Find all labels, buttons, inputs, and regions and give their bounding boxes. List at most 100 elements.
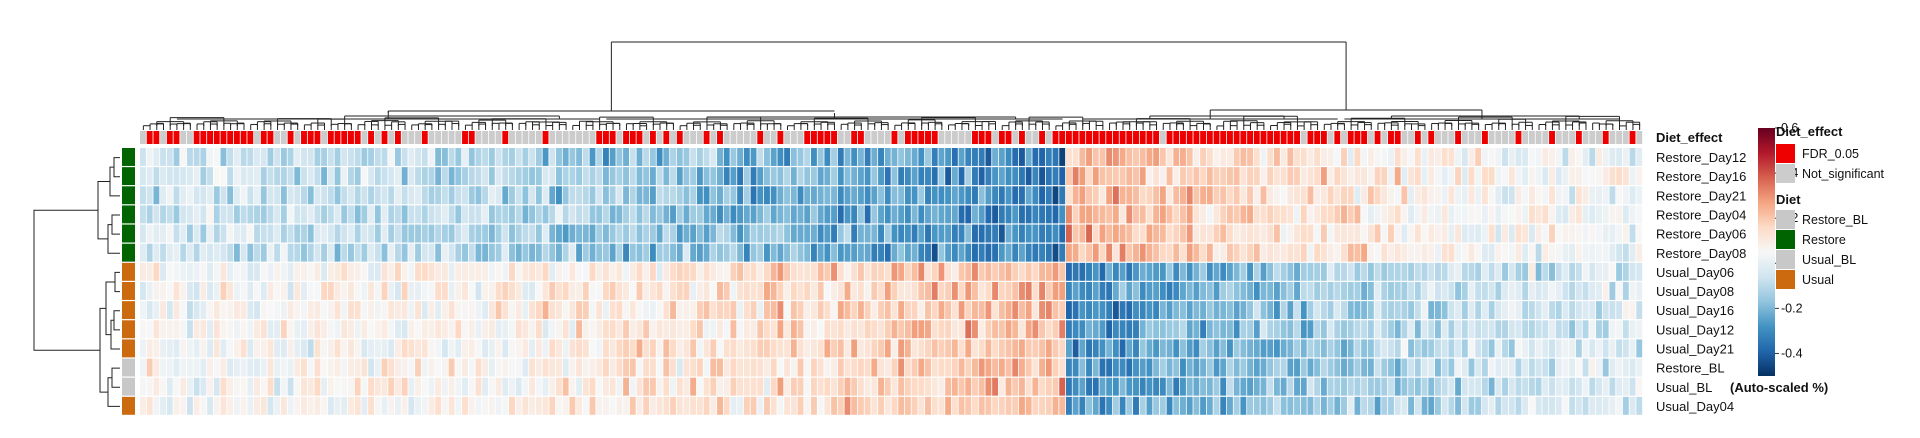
heatmap-cell (1126, 358, 1133, 377)
diet-effect-annotation-cell (1092, 131, 1099, 144)
heatmap-cell (475, 339, 482, 358)
heatmap-cell (247, 205, 254, 224)
heatmap-cell (381, 301, 388, 320)
heatmap-cell (1481, 148, 1488, 166)
heatmap-cell (1354, 301, 1361, 320)
heatmap-cell (502, 224, 509, 243)
heatmap-cell (1555, 224, 1562, 243)
heatmap-cell (690, 301, 697, 320)
heatmap-cell (173, 205, 180, 224)
diet-effect-annotation-cell (1166, 131, 1173, 144)
heatmap-cell (549, 301, 556, 320)
heatmap-cell (160, 320, 167, 339)
heatmap-cell (784, 396, 791, 415)
heatmap-cell (348, 301, 354, 320)
heatmap-cell (1575, 339, 1582, 358)
heatmap-cell (1609, 205, 1616, 224)
heatmap-cell (824, 339, 831, 358)
heatmap-cell (1428, 205, 1435, 224)
heatmap-cell (891, 396, 898, 415)
heatmap-cell (925, 377, 931, 396)
heatmap-cell (314, 167, 321, 186)
heatmap-cell (602, 301, 609, 320)
heatmap-cell (1273, 339, 1280, 358)
heatmap-cell (696, 282, 703, 300)
heatmap-cell (663, 339, 670, 358)
heatmap-cell (723, 262, 730, 281)
heatmap-cell (978, 396, 985, 415)
heatmap-cell (985, 148, 992, 166)
heatmap-cell (1401, 339, 1408, 358)
heatmap-cell (730, 320, 737, 339)
heatmap-cell (1180, 224, 1186, 243)
heatmap-cell (1488, 262, 1495, 281)
heatmap-cell (160, 262, 167, 281)
heatmap-cell (656, 167, 663, 186)
heatmap-cell (1012, 148, 1019, 166)
heatmap-cell (1522, 301, 1529, 320)
heatmap-cell (1139, 262, 1146, 281)
heatmap-cell (1569, 358, 1576, 377)
heatmap-cell (656, 339, 663, 358)
heatmap-cell (1025, 148, 1032, 166)
heatmap-cell (1549, 358, 1555, 377)
heatmap-cell (334, 186, 341, 205)
heatmap-cell (643, 301, 650, 320)
heatmap-cell (240, 186, 247, 205)
heatmap-cell (388, 205, 395, 224)
diet-effect-annotation-cell (415, 131, 422, 144)
heatmap-cell (1555, 205, 1562, 224)
heatmap-cell (509, 396, 515, 415)
heatmap-cell (1206, 186, 1213, 205)
heatmap-cell (1622, 262, 1629, 281)
heatmap-cell (730, 205, 737, 224)
heatmap-cell (448, 148, 455, 166)
heatmap-cell (582, 282, 589, 300)
diet-effect-annotation-cell (1039, 131, 1046, 144)
heatmap-cell (140, 396, 146, 415)
heatmap-cell (334, 320, 341, 339)
diet-effect-annotation-cell (1515, 131, 1522, 144)
heatmap-cell (649, 205, 656, 224)
heatmap-cell (1253, 148, 1260, 166)
heatmap-cell (1112, 396, 1119, 415)
heatmap-cell (146, 167, 153, 186)
heatmap-cell (972, 262, 978, 281)
heatmap-cell (314, 186, 321, 205)
heatmap-cell (683, 282, 690, 300)
heatmap-cell (1367, 396, 1374, 415)
heatmap-cell (1575, 396, 1582, 415)
diet-effect-annotation-title: Diet_effect (1656, 130, 1723, 145)
heatmap-cell (173, 320, 180, 339)
heatmap-cell (864, 243, 871, 262)
heatmap-cell (1515, 358, 1522, 377)
heatmap-cell (797, 243, 804, 262)
heatmap-cell (918, 377, 925, 396)
heatmap-cell (1502, 224, 1508, 243)
heatmap-cell (394, 148, 401, 166)
heatmap-cell (327, 377, 334, 396)
heatmap-cell (978, 377, 985, 396)
heatmap-cell (851, 205, 858, 224)
heatmap-cell (891, 320, 898, 339)
heatmap-cell (535, 301, 542, 320)
heatmap-cell (1616, 320, 1623, 339)
heatmap-cell (743, 320, 750, 339)
heatmap-cell (468, 358, 475, 377)
heatmap-cell (381, 243, 388, 262)
heatmap-cell (898, 377, 905, 396)
row-label: Usual_Day04 (1656, 399, 1734, 414)
heatmap-cell (1327, 358, 1334, 377)
heatmap-cell (529, 262, 536, 281)
heatmap-cell (804, 339, 811, 358)
heatmap-cell (649, 301, 656, 320)
heatmap-cell (1133, 224, 1139, 243)
heatmap-cell (790, 205, 797, 224)
heatmap-cell (448, 186, 455, 205)
heatmap-cell (1401, 262, 1408, 281)
heatmap-cell (301, 262, 307, 281)
heatmap-cell (737, 301, 744, 320)
heatmap-cell (1421, 377, 1428, 396)
heatmap-cell (1320, 377, 1327, 396)
heatmap-cell (475, 224, 482, 243)
